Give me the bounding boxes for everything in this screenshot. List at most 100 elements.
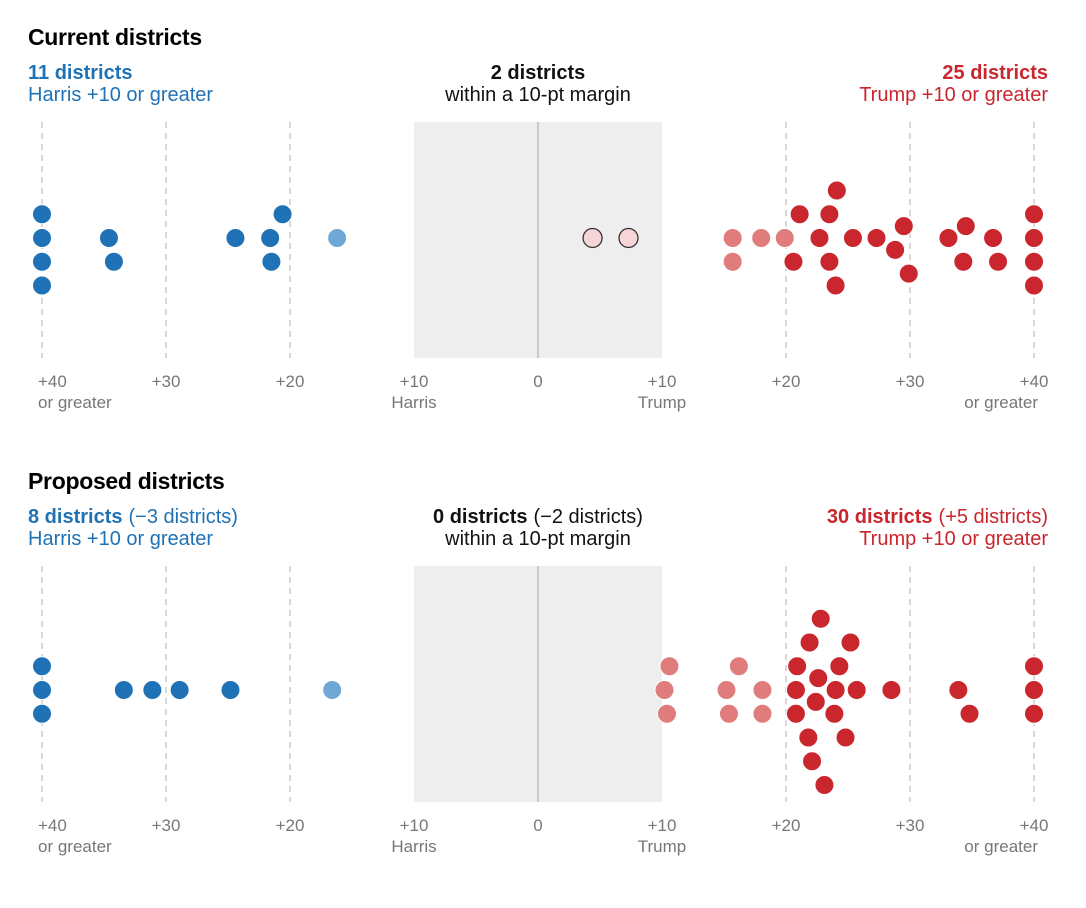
district-dot-harris [169,680,190,700]
district-dot-trump-lean [656,703,677,724]
district-dot-trump-lean [774,228,795,248]
district-dot-tossup [618,227,639,249]
district-dot-trump [787,656,808,677]
tossup-summary: 0 districts (−2 districts) within a 10-pt … [338,506,738,550]
harris-count: 11 districts [28,62,133,84]
district-dot-trump [819,251,840,272]
tick-label: +20 [772,816,801,835]
beeswarm-plot: +40 or greater +30 +20 +10 Harris 0 +10 Trump +20… [32,122,1048,412]
tossup-desc: within a 10-pt margin [445,528,631,550]
tick-label: +20 [276,372,305,391]
tick-label: 0 [533,372,542,391]
panel-title: Proposed districts [28,468,225,494]
harris-desc: Harris +10 or greater [28,84,214,106]
district-dot-harris [32,228,52,248]
district-dot-trump [1024,251,1044,272]
district-dot-harris [142,680,163,700]
district-dot-trump [808,668,829,689]
district-dot-trump [953,251,974,272]
district-dot-trump [825,680,846,700]
trump-count: 25 districts [942,62,1048,84]
tick-label: +30 [152,372,181,391]
tick-label: +40 [38,816,67,835]
district-dot-trump [959,703,980,724]
tossup-count: 2 districts [490,62,586,84]
district-dot-harris-lean [327,228,348,248]
tick-label: +20 [772,372,801,391]
district-dot-trump-lean [751,228,772,248]
district-dot-harris [32,680,52,700]
district-dot-trump-lean [728,656,749,677]
district-dot-trump-lean [654,680,675,700]
tick-sublabel: Trump [638,393,687,412]
tick-sublabel: or greater [38,393,112,412]
district-dot-trump [785,680,806,700]
district-dot-trump [983,228,1004,248]
district-dot-trump [840,632,861,653]
tick-label: +30 [152,816,181,835]
district-dot-trump [809,228,830,248]
district-dot-trump [885,239,906,260]
tick-label: +30 [896,816,925,835]
tick-label: +40 [1020,816,1049,835]
district-dot-trump [893,216,914,237]
district-dot-trump [785,703,806,724]
trump-summary: 25 districts Trump +10 or greater [859,62,1048,106]
harris-summary: 11 districts Harris +10 or greater [28,62,213,106]
district-dot-harris [32,703,52,724]
trump-count: 30 districts [826,506,933,528]
district-dot-trump [948,680,969,700]
district-dot-trump [835,727,856,748]
district-dot-trump [799,632,820,653]
district-dot-trump [805,691,826,712]
district-dot-trump [825,275,846,296]
trump-change: (+5 districts) [938,506,1048,528]
district-dot-trump-lean [752,680,773,700]
tossup-summary: 2 districts within a 10-pt margin [338,62,738,106]
tick-label: 0 [533,816,542,835]
district-dot-trump [1024,204,1044,225]
harris-change: (−3 districts) [128,506,238,528]
district-dot-harris [103,251,124,272]
trump-desc: Trump +10 or greater [859,84,1048,106]
district-dot-trump [824,703,845,724]
district-dot-trump [1024,275,1044,296]
district-dot-harris [32,656,52,677]
trump-summary: 30 districts (+5 districts) Trump +10 or g… [827,506,1048,550]
district-dot-harris [261,251,282,272]
panel-proposed: Proposed districts 8 districts (−3 distri… [0,444,1086,888]
district-dot-harris [32,275,52,296]
harris-summary: 8 districts (−3 districts) Harris +10 or g… [28,506,238,550]
tick-label: +20 [276,816,305,835]
district-dot-harris [260,228,281,248]
tick-sublabel: Harris [391,393,436,412]
district-dot-trump [1024,680,1044,700]
district-dot-trump [829,656,850,677]
district-dot-harris [32,204,52,225]
district-dot-trump-lean [718,703,739,724]
tick-label: +40 [38,372,67,391]
district-dot-trump [789,204,810,225]
district-dot-trump [810,608,831,629]
tick-label: +10 [400,816,429,835]
district-dot-trump [798,727,819,748]
district-dot-trump-lean [722,251,743,272]
tick-sublabel: or greater [964,393,1038,412]
tick-label: +30 [896,372,925,391]
district-dot-trump-lean [752,703,773,724]
district-dot-trump [783,251,804,272]
district-dot-harris [113,680,134,700]
district-dot-trump [846,680,867,700]
district-dot-trump [898,263,919,284]
district-dot-trump [866,228,887,248]
tossup-count: 0 districts [433,506,528,528]
tick-sublabel: or greater [38,837,112,856]
district-dot-trump [802,751,823,772]
tossup-change: (−2 districts) [533,506,643,528]
tick-sublabel: Trump [638,837,687,856]
district-dot-trump [938,228,959,248]
district-dot-trump [814,775,835,795]
panel-title: Current districts [28,24,202,50]
district-dot-trump [842,228,863,248]
district-dot-trump [955,216,976,237]
